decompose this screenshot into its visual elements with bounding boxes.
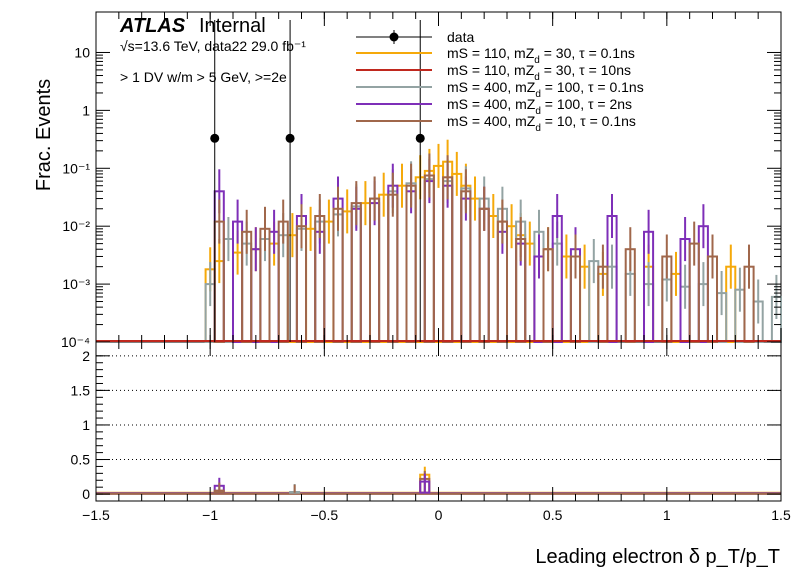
ratio-y-tick-label: 2	[82, 348, 90, 364]
series-2-bin	[423, 178, 435, 343]
x-tick-label: −0.5	[311, 507, 339, 523]
x-tick-label: −1.5	[82, 507, 110, 523]
ratio-y-axis-ticks: 2 1.5 1 0.5 0	[71, 348, 781, 502]
x-tick-label: −1	[202, 507, 218, 523]
ratio-gridlines	[96, 355, 781, 461]
series-0-bin	[451, 172, 463, 343]
top-series-group	[96, 139, 783, 344]
legend-label: mS = 400, mZd = 100, τ = 2ns	[447, 96, 632, 117]
internal-label: Internal	[199, 15, 266, 37]
x-tick-label: 0	[435, 507, 443, 523]
series-0-bin	[396, 184, 408, 343]
top-y-tick-label: 1	[82, 102, 90, 118]
ratio-plot-frame	[95, 341, 782, 502]
x-tick-label: 1	[663, 507, 671, 523]
series-3-bin	[405, 190, 417, 343]
top-y-axis-ticks: 10 1 10⁻¹ 10⁻² 10⁻³ 10⁻⁴	[61, 44, 781, 350]
top-y-tick-label: 10⁻¹	[62, 160, 90, 176]
series-3-bin	[423, 180, 435, 343]
series-0-bin	[432, 164, 444, 343]
data-points-group	[210, 20, 425, 342]
data-point	[285, 133, 295, 143]
series-4-bin	[387, 193, 399, 343]
y-axis-title: Frac. Events	[33, 79, 55, 191]
ratio-y-tick-label: 0	[82, 486, 90, 502]
x-tick-label: 1.5	[771, 507, 791, 523]
series-3-bin	[442, 184, 454, 343]
x-axis-ticks: −1.5 −1 −0.5 0 0.5 1 1.5	[82, 12, 791, 523]
legend-data-label: data	[447, 29, 474, 45]
legend-label: mS = 400, mZd = 100, τ = 0.1ns	[447, 79, 644, 100]
energy-lumi-label: √s=13.6 TeV, data22 29.0 fb⁻¹	[120, 38, 306, 54]
top-y-tick-label: 10⁻³	[62, 276, 90, 292]
top-y-tick-label: 10⁻⁴	[61, 334, 90, 350]
data-point	[210, 133, 220, 143]
legend-data-marker	[389, 32, 399, 42]
legend-label: mS = 110, mZd = 30, τ = 10ns	[447, 62, 631, 83]
legend-label: mS = 110, mZd = 30, τ = 0.1ns	[447, 45, 635, 66]
top-y-tick-label: 10⁻²	[62, 218, 90, 234]
x-axis-title: Leading electron δ p_T/p_T	[535, 546, 780, 568]
series-0-bin	[378, 193, 390, 343]
selection-label: > 1 DV w/m > 5 GeV, >=2e	[120, 69, 287, 85]
ratio-y-tick-label: 1	[82, 417, 90, 433]
legend-label: mS = 400, mZd = 10, τ = 0.1ns	[447, 113, 636, 134]
ratio-y-tick-label: 0.5	[71, 452, 91, 468]
x-tick-label: 0.5	[543, 507, 563, 523]
top-y-tick-label: 10	[74, 44, 90, 60]
data-point	[415, 133, 425, 143]
atlas-label: ATLAS	[119, 15, 186, 37]
ratio-y-tick-label: 1.5	[71, 382, 91, 398]
